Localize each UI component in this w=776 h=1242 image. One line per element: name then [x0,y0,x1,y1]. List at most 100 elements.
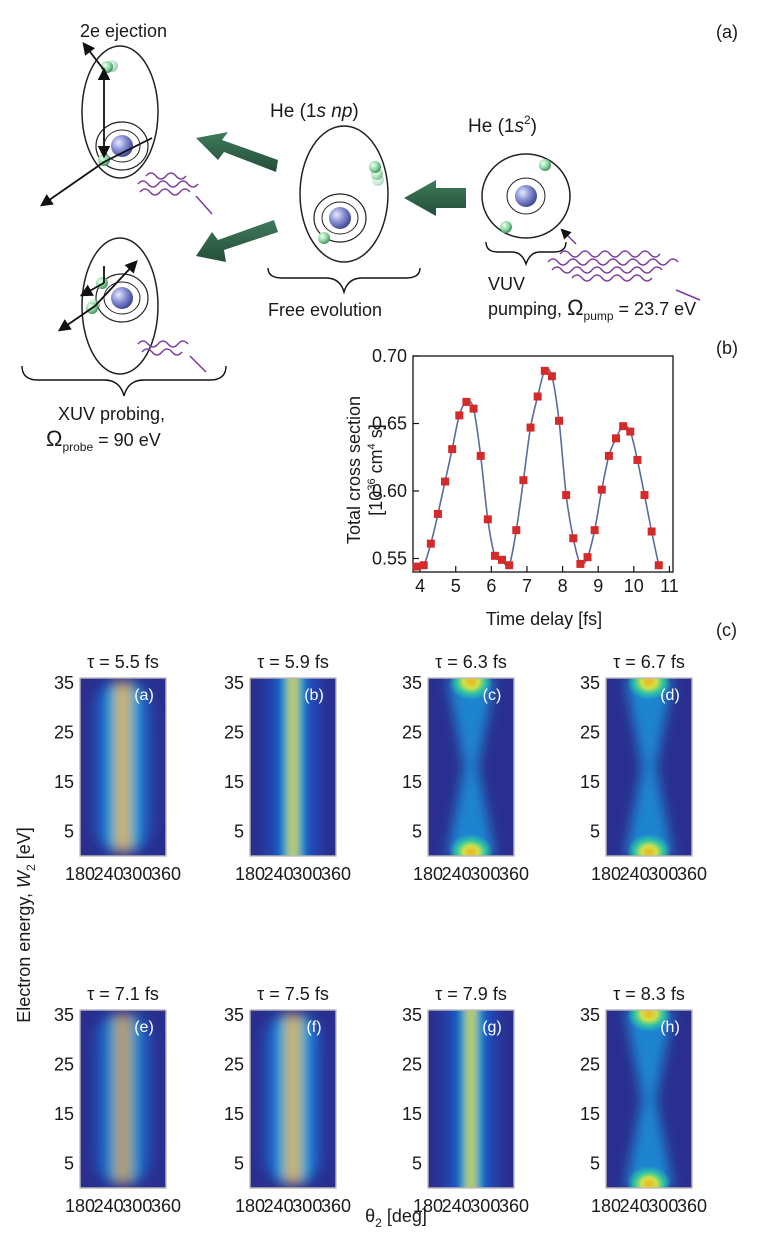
heatmap-y-tick-label: 5 [64,821,74,841]
data-point [597,485,606,494]
panel-c-ylabel: Electron energy, W2 [eV] [14,827,38,1022]
heatmap-tau-label: τ = 7.9 fs [435,984,507,1004]
heatmap-x-tick-label: 240 [264,864,294,884]
heatmap-x-tick-label: 300 [470,1196,500,1216]
heatmap-intensity-band [436,1010,506,1188]
xuv-label-line1: XUV probing, [58,404,165,424]
electron-icon [369,161,381,173]
data-point [654,561,663,570]
data-point [590,526,599,535]
heatmap-hotspot [627,834,671,856]
data-point [412,562,421,571]
heatmap-hotspot [627,1166,671,1188]
heatmap-x-tick-label: 360 [499,864,529,884]
data-point [576,559,585,568]
heatmap-frame [427,1009,515,1189]
data-point [547,372,556,381]
data-point [633,455,642,464]
xuv-pulse-icon [137,172,199,196]
heatmap-panel-label: (e) [134,1019,154,1036]
xuv-pulse-icon [137,340,189,356]
heatmap-panel-label: (c) [483,687,502,704]
heatmap-x-tick-label: 300 [648,1196,678,1216]
chart-b-x-axis: 4 5 6 7 8 9 10 11 [415,566,679,596]
arrow-left-icon [196,132,278,172]
data-point [490,551,499,560]
data-point [476,451,485,460]
heatmap-x-tick-label: 300 [648,864,678,884]
heatmap-y-tick-label: 15 [580,1104,600,1124]
heatmap-x-tick-label: 360 [499,1196,529,1216]
heatmap-x-tick-label: 300 [122,864,152,884]
chart-b-ylabel: Total cross section [1036 cm4 s] [344,396,386,544]
heatmap-hotspot [627,1010,671,1032]
heatmap-x-tick-label: 240 [620,864,650,884]
xuv-label-line2: Ωprobe = 90 eV [46,426,161,454]
heatmap-x-tick-label: 180 [235,1196,265,1216]
heatmap-y-tick-label: 5 [590,1153,600,1173]
heatmap-y-tick-label: 5 [412,1153,422,1173]
heatmap-x-tick-label: 300 [470,864,500,884]
heatmap-tau-label: τ = 7.5 fs [257,984,329,1004]
he-np-label: He (1s np) [270,101,359,122]
chart-b-frame [412,355,674,573]
heatmap-tau-label: τ = 7.1 fs [87,984,159,1004]
svg-text:Electron energy, W2 [eV]: Electron energy, W2 [eV] [14,827,38,1022]
heatmap-x-tick-label: 360 [151,864,181,884]
data-point [498,555,507,564]
heatmap-y-tick-label: 25 [580,722,600,742]
data-point [647,527,656,536]
heatmap-panel-label: (d) [660,687,680,704]
panel-b-chart: (b) Total cross section [1036 cm4 s] 0.5… [344,338,738,629]
heatmap-intensity-band [258,678,328,856]
atom-he-np [299,125,389,263]
heatmap-x-tick-label: 180 [65,1196,95,1216]
heatmap-x-tick-label: 180 [235,864,265,884]
heatmap-x-tick-label: 180 [413,864,443,884]
heatmap-x-tick-label: 300 [292,1196,322,1216]
brace-icon [485,241,567,267]
free-evolution-label: Free evolution [268,300,382,320]
data-point [540,366,549,375]
data-point [469,404,478,413]
heatmap-y-tick-label: 15 [402,772,422,792]
heatmap-y-tick-label: 35 [580,673,600,693]
heatmap-tau-label: τ = 8.3 fs [613,984,685,1004]
x-tick-label: 5 [451,576,461,596]
heatmap-y-tick-label: 35 [224,673,244,693]
heatmap-frame [79,1009,167,1189]
data-point [562,491,571,500]
panel-label-b: (b) [716,338,738,358]
heatmap-x-tick-label: 240 [442,864,472,884]
heatmap-panel-label: (g) [482,1019,502,1036]
heatmap-frame [605,1009,693,1189]
heatmap-y-tick-label: 35 [224,1005,244,1025]
y-tick-label: 0.60 [372,481,407,501]
data-point [583,553,592,562]
data-point [569,534,578,543]
x-tick-label: 7 [522,576,532,596]
heatmap-x-tick-label: 240 [442,1196,472,1216]
heatmap-x-tick-label: 300 [292,864,322,884]
heatmap-y-tick-label: 25 [224,722,244,742]
panel-label-a: (a) [716,22,738,42]
data-point [512,526,521,535]
nucleus-icon [329,207,351,229]
nucleus-icon [111,287,133,309]
heatmap-tau-label: τ = 6.3 fs [435,652,507,672]
heatmap-panel-label: (a) [134,687,154,704]
atom-ejection-bottom [57,237,207,375]
data-point [519,476,528,485]
data-point [483,515,492,524]
heatmap-x-tick-label: 360 [151,1196,181,1216]
heatmap-y-tick-label: 25 [54,1054,74,1074]
brace-icon [267,267,421,295]
electron-icon [500,221,512,233]
heatmap-y-tick-label: 35 [54,1005,74,1025]
heatmap-hotspot [449,678,493,700]
